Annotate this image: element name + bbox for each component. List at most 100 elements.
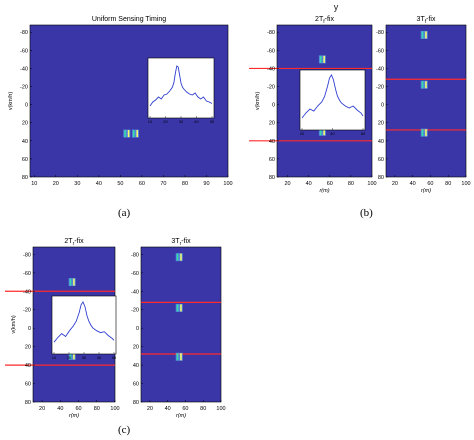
target-marker-b1-0 [318,55,326,64]
xtick-label-c1: 80 [94,406,100,412]
ytick-label-b1: -80 [267,30,275,36]
ytick-label-c1: 20 [25,345,31,351]
ytick-label-c1: 60 [25,382,31,388]
top-text-fragment: y [334,2,339,12]
chart-title-c1: 2Tr-fix [64,238,84,247]
panel-label-c: (c) [118,424,131,436]
target-stripe-right [323,128,325,136]
ytick-label-b2: -20 [376,85,384,91]
inset-xtick-label-c1: 20 [67,355,72,360]
panel-label-a: (a) [118,207,131,219]
ytick-label-c1: 40 [25,363,31,369]
ytick-label-a: 60 [22,157,28,163]
target-glow [68,278,76,287]
xtick-label-a: 60 [139,181,145,187]
xtick-label-c2: 20 [147,406,153,412]
target-glow [420,30,428,39]
xtick-label-a: 70 [160,181,166,187]
xtick-label-c2: 40 [165,406,171,412]
target-stripe-right [425,129,427,137]
xtick-label-c2: 100 [216,406,225,412]
xtick-label-b1: 80 [348,181,354,187]
ytick-label-b1: 20 [269,121,275,127]
xtick-label-a: 90 [203,181,209,187]
target-stripe-left [176,353,179,361]
target-marker-c2-0 [175,253,183,262]
ytick-label-c2: 0 [136,326,139,332]
target-stripe-left [319,55,322,63]
xtick-label-b2: 60 [427,181,433,187]
xtick-label-b1: 40 [306,181,312,187]
ytick-label-c1: -40 [23,289,31,295]
ytick-label-c2: 20 [133,345,139,351]
ytick-label-c2: 80 [133,400,139,406]
xtick-label-b1: 20 [284,181,290,187]
target-stripe-left [176,253,179,261]
ytick-label-b2: 20 [378,121,384,127]
xtick-label-a: 50 [117,181,123,187]
target-marker-b1-1 [318,127,326,136]
xtick-label-a: 40 [96,181,102,187]
ytick-label-c2: 40 [133,363,139,369]
ytick-label-b2: -60 [376,48,384,54]
ytick-label-a: -20 [20,85,28,91]
target-stripe-right [73,278,75,286]
target-glow [318,127,326,136]
inset-xtick-label-c1: 50 [112,355,117,360]
xtick-label-b2: 40 [410,181,416,187]
xtick-label-c1: 20 [39,406,45,412]
target-marker-b2-1 [420,80,428,89]
xtick-label-b1: 60 [327,181,333,187]
ytick-label-b2: -80 [376,30,384,36]
target-glow [318,55,326,64]
inset-xtick-label-b1: 40 [330,131,335,136]
ytick-label-b2: -40 [376,66,384,72]
ytick-label-c1: 80 [25,400,31,406]
ytick-label-c2: 60 [133,382,139,388]
target-marker-c1-0 [68,278,76,287]
target-stripe-left [421,81,424,89]
chart-title-a: Uniform Sensing Timing [92,16,166,23]
target-stripe-left [69,278,72,286]
target-marker-c2-1 [175,303,183,312]
ytick-label-a: 40 [22,139,28,145]
target-stripe-left [132,130,135,138]
xtick-label-a: 10 [31,181,37,187]
ytick-label-b2: 40 [378,139,384,145]
plot-area-b2 [385,24,467,178]
xtick-label-a: 30 [74,181,80,187]
plot-area-c2 [140,246,222,403]
inset-xtick-label-a: 30 [179,119,184,124]
xtick-label-b2: 100 [461,181,470,187]
inset-box-c1 [51,295,117,355]
target-stripe-right [127,130,130,138]
xlabel-b2: r(m) [421,188,431,194]
inset-xtick-label-a: 20 [163,119,168,124]
ytick-label-c1: 0 [28,326,31,332]
inset-xtick-label-a: 50 [210,119,215,124]
ylabel-b1: v(km/h) [255,92,261,111]
inset-profile-line-c1 [53,300,115,343]
inset-xtick-label-c1: 10 [52,355,57,360]
ytick-label-c1: -20 [23,308,31,314]
target-glow [420,128,428,137]
target-glow [131,129,139,138]
xtick-label-a: 80 [182,181,188,187]
ytick-label-c2: -60 [131,271,139,277]
xtick-label-c2: 60 [182,406,188,412]
target-marker-b2-2 [420,128,428,137]
inset-box-a [147,57,215,119]
ytick-label-b2: 80 [378,175,384,181]
xtick-label-b1: 100 [367,181,376,187]
xtick-label-b2: 80 [445,181,451,187]
target-stripe-left [319,128,322,136]
inset-profile-line-a [149,65,213,107]
inset-xtick-label-b1: 60 [361,131,366,136]
ytick-label-c2: -80 [131,252,139,258]
ytick-label-b1: -20 [267,85,275,91]
ytick-label-a: 20 [22,121,28,127]
ytick-label-a: -40 [20,66,28,72]
target-stripe-right [323,55,325,63]
ytick-label-b1: 80 [269,175,275,181]
